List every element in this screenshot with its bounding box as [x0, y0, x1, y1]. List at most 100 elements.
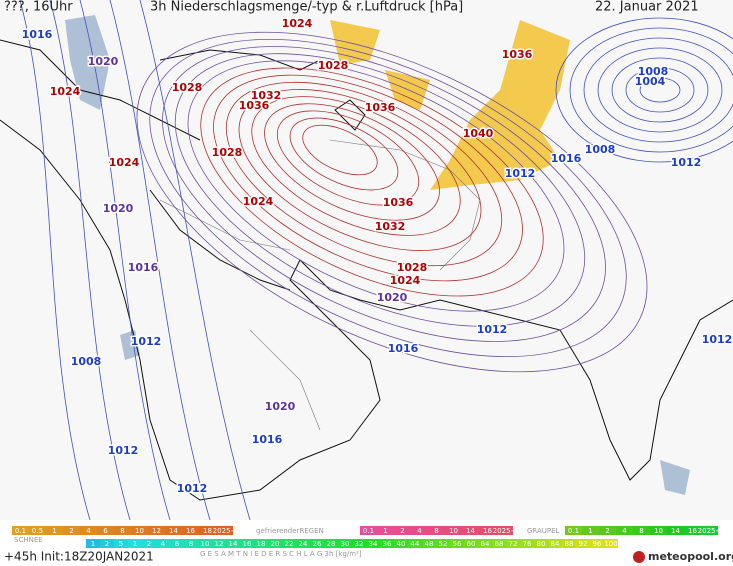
isobar-label: 1024 — [243, 195, 274, 208]
run-label: ???, 16Uhr — [4, 0, 73, 15]
legend-swatch — [464, 539, 478, 548]
legend-swatch — [212, 539, 226, 548]
isobar-label: 1036 — [502, 48, 533, 61]
legend-swatch — [408, 539, 422, 548]
isobar-high — [302, 124, 378, 176]
legend-swatch — [520, 539, 534, 548]
legend-value: 14 — [229, 540, 238, 548]
legend-swatch — [165, 526, 182, 535]
legend-value: 88 — [565, 540, 574, 548]
isobar-label: 1020 — [88, 55, 119, 68]
legend-swatch — [352, 539, 366, 548]
legend-swatch — [479, 526, 496, 535]
isobar-high — [289, 117, 399, 191]
forecast-label: +45h Init:18Z20JAN2021 — [4, 550, 154, 564]
legend-swatch — [170, 539, 184, 548]
legend-value: 2 — [605, 527, 609, 535]
legend-value: 1 — [91, 540, 95, 548]
legend-swatch — [148, 526, 165, 535]
legend-value: 2025+ — [213, 527, 237, 535]
legend-value: 8 — [189, 540, 193, 548]
legend-swatch — [428, 526, 445, 535]
isobar-high — [264, 103, 440, 221]
map-title: 3h Niederschlagsmenge/-typ & r.Luftdruck… — [150, 0, 463, 15]
isobar-label: 1012 — [477, 323, 508, 336]
isobar-high — [162, 46, 606, 342]
isobar-label: 1036 — [365, 101, 396, 114]
legend-value: 32 — [355, 540, 364, 548]
legend-swatch — [63, 526, 80, 535]
isobar-label: 1024 — [390, 274, 421, 287]
isobar-label: 1008 — [71, 355, 102, 368]
map-date: 22. Januar 2021 — [595, 0, 699, 15]
isobar-label: 1020 — [265, 400, 296, 413]
legend-swatch — [360, 526, 377, 535]
legend-value: 16 — [483, 527, 492, 535]
legend-value: 2 — [105, 540, 109, 548]
legend-value: 96 — [593, 540, 602, 548]
legend-value: 84 — [551, 540, 560, 548]
legend-value: 18 — [203, 527, 212, 535]
legend-value: 5 — [119, 540, 123, 548]
legend-swatch — [633, 526, 650, 535]
isobar-high — [238, 89, 482, 251]
legend-swatch — [565, 526, 582, 535]
legend-swatch — [142, 539, 156, 548]
total-precip-label: G E S A M T N I E D E R S C H L A G 3h [… — [200, 550, 362, 558]
legend-value: 76 — [523, 540, 532, 548]
legend-swatch — [12, 526, 29, 535]
legend-swatch — [254, 539, 268, 548]
legend-swatch — [684, 526, 701, 535]
legend-swatch — [46, 526, 63, 535]
legend-swatch — [590, 539, 604, 548]
legend-swatch — [422, 539, 436, 548]
legend-value: 1 — [133, 540, 137, 548]
legend-value: 60 — [467, 540, 476, 548]
legend-value: 1 — [52, 527, 56, 535]
isobar-west — [79, 0, 171, 521]
legend-value: 10 — [449, 527, 458, 535]
legend-value: 92 — [579, 540, 588, 548]
isobar-west — [139, 0, 251, 521]
legend-value: 8 — [639, 527, 643, 535]
isobar-low — [583, 37, 733, 143]
isobar-label: 1004 — [635, 75, 666, 88]
legend-value: 44 — [411, 540, 420, 548]
legend-swatch — [324, 539, 338, 548]
legend-value: 4 — [622, 527, 627, 535]
legend-swatch — [478, 539, 492, 548]
legend-swatch — [80, 526, 97, 535]
isobar-label: 1016 — [128, 261, 159, 274]
isobar-label: 1012 — [671, 156, 702, 169]
legend-value: 80 — [537, 540, 546, 548]
legend-value: 14 — [466, 527, 475, 535]
isobar-west — [109, 0, 211, 521]
legend-swatch — [216, 526, 233, 535]
borders — [159, 139, 481, 431]
legend-swatch — [310, 539, 324, 548]
isobar-label: 1028 — [172, 81, 203, 94]
isobar-high — [276, 110, 420, 206]
legend-value: 2025+ — [493, 527, 517, 535]
isobar-low — [597, 47, 723, 133]
legend-swatch — [100, 539, 114, 548]
legend-value: 20 — [271, 540, 280, 548]
legend-value: 16 — [186, 527, 195, 535]
isobar-label: 1012 — [131, 335, 162, 348]
legend-swatch — [240, 539, 254, 548]
legend-value: 4 — [161, 540, 166, 548]
isobar-label: 1016 — [551, 152, 582, 165]
legend-value: 1 — [588, 527, 592, 535]
isobar-label: 1024 — [50, 85, 81, 98]
isobar-low — [569, 27, 733, 153]
legend-swatch — [492, 539, 506, 548]
legend-swatch — [462, 526, 479, 535]
legend-swatch — [380, 539, 394, 548]
legend-swatch — [562, 539, 576, 548]
legend-value: 2 — [147, 540, 151, 548]
legend-value: 10 — [135, 527, 144, 535]
legend-swatch — [436, 539, 450, 548]
legend-swatch — [548, 539, 562, 548]
legend-value: 16 — [243, 540, 252, 548]
legend-value: 56 — [453, 540, 462, 548]
